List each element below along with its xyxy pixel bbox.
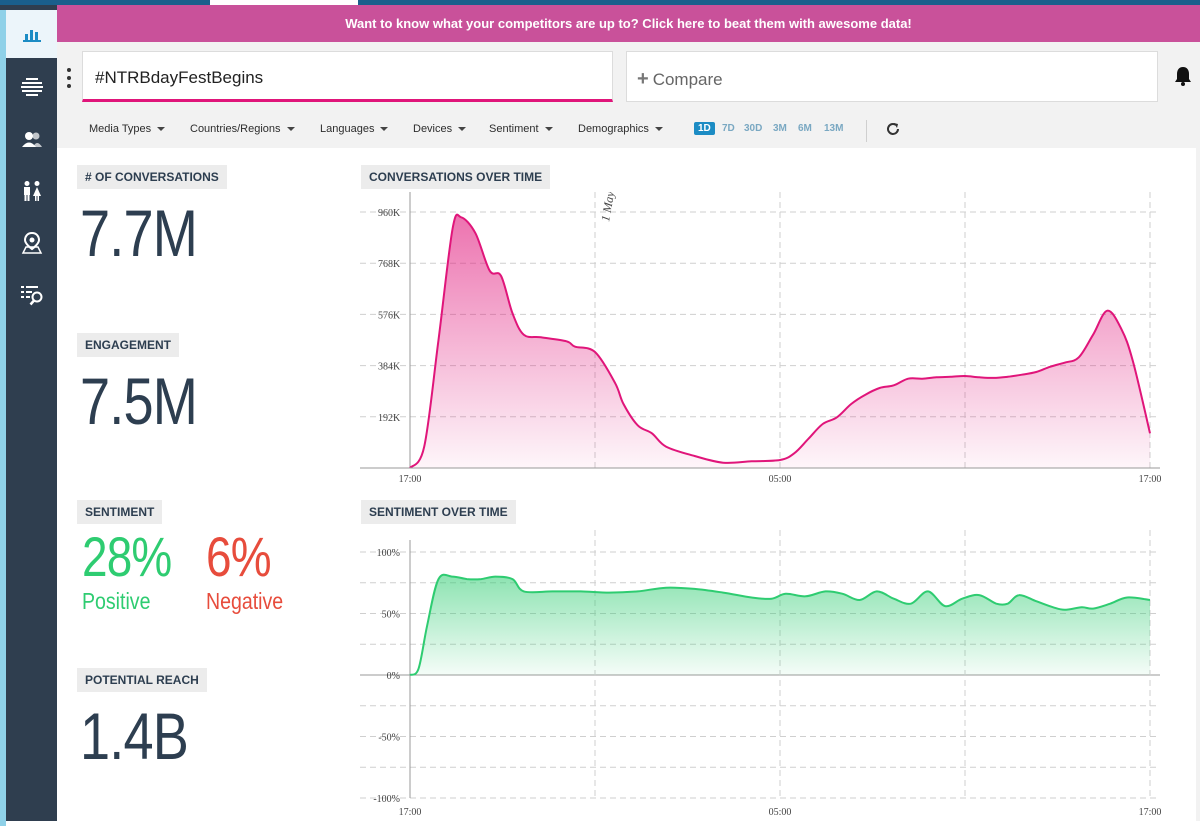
caret-down-icon [544, 127, 553, 132]
promo-banner[interactable]: Want to know what your competitors are u… [57, 5, 1200, 42]
date-annotation: 1 May [598, 192, 617, 223]
negative-value: 6% [206, 525, 272, 588]
x-tick-label: 05:00 [769, 807, 792, 818]
sentiment-area [410, 574, 1150, 675]
compare-button[interactable]: + Compare [626, 51, 1158, 102]
range-6m[interactable]: 6M [798, 123, 812, 134]
filter-label: Sentiment [489, 123, 539, 135]
sentiment-chart-title: SENTIMENT OVER TIME [361, 500, 516, 524]
caret-down-icon [286, 127, 295, 132]
top-strip [0, 0, 1200, 5]
sidebar-item-streams[interactable] [6, 63, 57, 111]
y-tick-label: 192K [378, 413, 401, 424]
x-tick-label: 17:00 [399, 807, 422, 818]
sidebar-item-analytics[interactable] [6, 10, 57, 58]
sidebar-item-search-list[interactable] [6, 271, 57, 319]
sentiment-label: SENTIMENT [77, 500, 163, 524]
engagement-label: ENGAGEMENT [77, 333, 180, 357]
users-icon [21, 132, 42, 147]
y-tick-label: 768K [378, 259, 401, 270]
caret-down-icon [654, 127, 663, 132]
positive-value: 28% [82, 525, 172, 588]
y-tick-label: -50% [378, 733, 400, 744]
conversations-line [409, 213, 1151, 469]
conversations-label: # OF CONVERSATIONS [77, 165, 227, 189]
streams-icon [20, 78, 43, 96]
sidebar-item-locations[interactable] [6, 219, 57, 267]
y-tick-label: 50% [382, 610, 400, 621]
divider [866, 120, 867, 142]
filter-label: Demographics [578, 123, 649, 135]
sentiment-over-time-chart: -100% -50% 0% 50% 100% 17:00 05:00 17:00 [360, 530, 1162, 818]
people-icon [23, 181, 41, 201]
filter-media-types[interactable]: Media Types [89, 123, 166, 135]
filter-label: Media Types [89, 123, 152, 135]
top-active-tab[interactable] [210, 0, 358, 5]
conversations-chart-title: CONVERSATIONS OVER TIME [361, 165, 551, 189]
caret-down-icon [380, 127, 389, 132]
y-tick-label: 384K [378, 362, 401, 373]
range-3m[interactable]: 3M [773, 123, 787, 134]
filter-sentiment[interactable]: Sentiment [489, 123, 553, 135]
reach-label: POTENTIAL REACH [77, 668, 207, 692]
range-1d[interactable]: 1D [694, 122, 715, 135]
search-input[interactable]: #NTRBdayFestBegins [82, 51, 613, 102]
filter-devices[interactable]: Devices [413, 123, 467, 135]
x-tick-label: 05:00 [769, 474, 792, 485]
filter-label: Countries/Regions [190, 123, 281, 135]
search-bar: #NTRBdayFestBegins + Compare [57, 42, 1200, 110]
map-pin-icon [21, 232, 42, 254]
range-30d[interactable]: 30D [744, 123, 763, 134]
compare-label: Compare [652, 70, 723, 89]
list-search-icon [20, 286, 42, 306]
conversations-value: 7.7M [80, 196, 198, 270]
filter-demographics[interactable]: Demographics [578, 123, 663, 135]
filter-label: Languages [320, 123, 375, 135]
caret-down-icon [157, 127, 166, 132]
sidebar-accent [0, 10, 6, 826]
filter-countries[interactable]: Countries/Regions [190, 123, 295, 135]
refresh-icon[interactable] [886, 122, 900, 136]
engagement-value: 7.5M [80, 364, 198, 438]
y-tick-label: 576K [378, 310, 401, 321]
range-13m[interactable]: 13M [824, 123, 844, 134]
bar-chart-icon [22, 30, 41, 42]
conversations-area [410, 214, 1150, 468]
filter-label: Devices [413, 123, 453, 135]
sentiment-line [409, 573, 1151, 676]
negative-label: Negative [206, 588, 284, 614]
y-tick-label: 0% [387, 671, 400, 682]
x-tick-label: 17:00 [1139, 807, 1162, 818]
range-7d[interactable]: 7D [722, 123, 735, 134]
right-edge [1196, 148, 1200, 821]
sidebar [0, 5, 57, 826]
sidebar-item-influencers[interactable] [6, 115, 57, 163]
y-tick-label: 100% [377, 548, 400, 559]
positive-label: Positive [82, 588, 151, 614]
filter-bar: Media Types Countries/Regions Languages … [57, 110, 1200, 148]
bell-icon[interactable] [1174, 66, 1192, 86]
y-tick-label: -100% [373, 794, 400, 805]
sidebar-item-demographics[interactable] [6, 167, 57, 215]
reach-value: 1.4B [80, 699, 189, 773]
x-tick-label: 17:00 [1139, 474, 1162, 485]
y-tick-label: 960K [378, 208, 401, 219]
x-tick-label: 17:00 [399, 474, 422, 485]
conversations-over-time-chart: 1 May 192K 384K 576K 768K 960K 17:00 05:00 17:0… [360, 192, 1162, 485]
caret-down-icon [458, 127, 467, 132]
plus-icon: + [637, 68, 649, 90]
filter-languages[interactable]: Languages [320, 123, 389, 135]
more-options-icon[interactable] [66, 68, 72, 88]
